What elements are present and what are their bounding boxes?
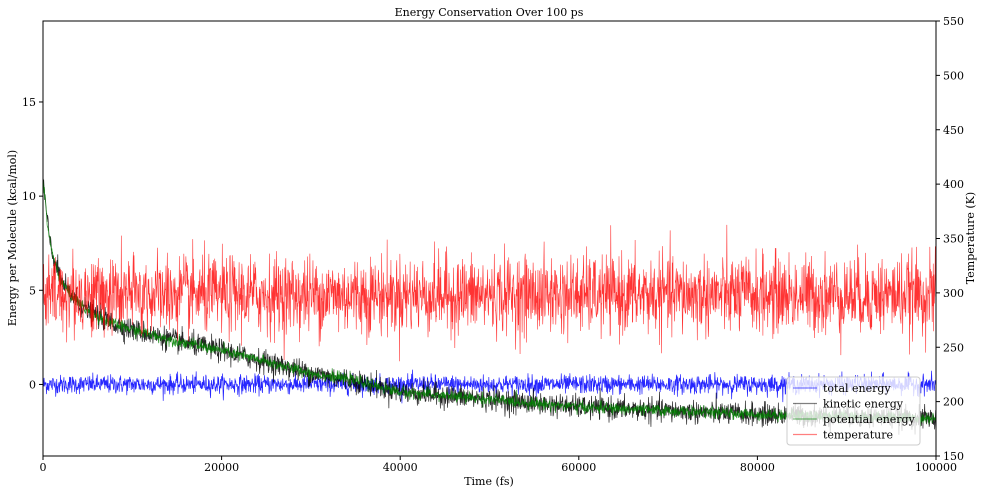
legend-label: temperature: [823, 429, 893, 442]
y2-tick-label: 500: [943, 69, 964, 82]
y2-tick-label: 200: [943, 396, 964, 409]
legend-label: potential energy: [823, 413, 916, 426]
x-tick-label: 0: [40, 461, 47, 474]
y-tick-label: 10: [22, 190, 36, 203]
y2-tick-label: 150: [943, 450, 964, 463]
y-axis-right: 150 200 250 300 350 400 450 500 550: [936, 15, 964, 463]
x-tick-label: 80000: [740, 461, 775, 474]
x-tick-label: 20000: [204, 461, 239, 474]
x-tick-label: 100000: [915, 461, 957, 474]
legend-label: kinetic energy: [823, 398, 904, 411]
y-axis-left: 0 5 10 15: [22, 96, 43, 391]
x-axis-label: Time (fs): [464, 475, 514, 488]
y-tick-label: 0: [29, 378, 36, 391]
chart-title: Energy Conservation Over 100 ps: [395, 6, 584, 19]
legend: total energy kinetic energy potential ener…: [786, 376, 921, 446]
y2-tick-label: 450: [943, 124, 964, 137]
y-tick-label: 15: [22, 96, 36, 109]
y2-tick-label: 550: [943, 15, 964, 28]
y2-tick-label: 300: [943, 287, 964, 300]
x-tick-label: 60000: [561, 461, 596, 474]
y-tick-label: 5: [29, 284, 36, 297]
y2-tick-label: 250: [943, 341, 964, 354]
y-axis-label: Energy per Molecule (kcal/mol): [6, 150, 19, 326]
y2-axis-label: Temperature (K): [964, 192, 977, 284]
legend-box: [786, 376, 921, 446]
y2-tick-label: 400: [943, 178, 964, 191]
y2-tick-label: 350: [943, 233, 964, 246]
x-axis: 0 20000 40000 60000 80000 100000: [40, 456, 957, 474]
legend-label: total energy: [823, 382, 891, 395]
series-line-temperature: [42, 224, 937, 362]
x-tick-label: 40000: [383, 461, 418, 474]
